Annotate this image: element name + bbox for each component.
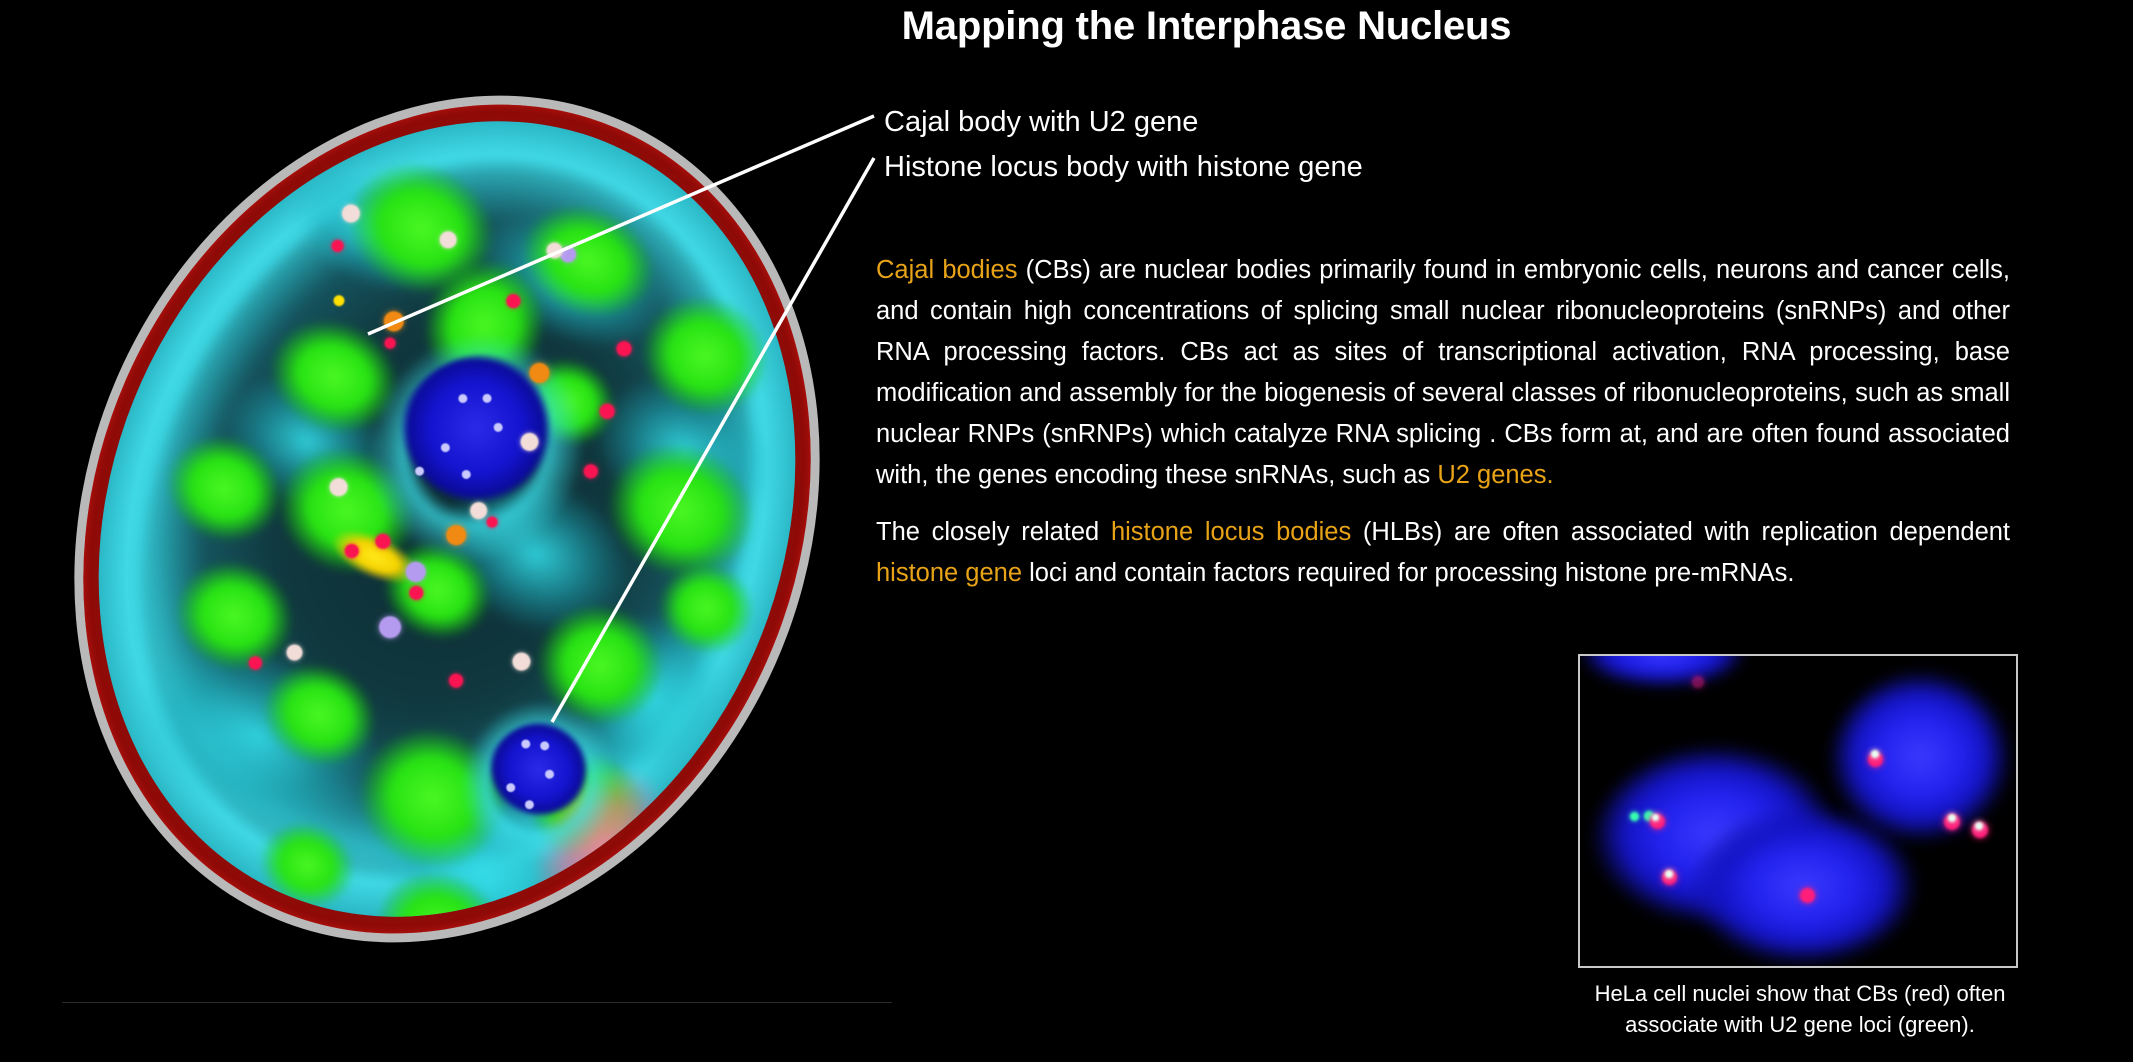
- hela-dot-colocalized: [1948, 814, 1956, 822]
- paragraph-cajal-bodies: Cajal bodies (CBs) are nuclear bodies pr…: [876, 250, 2010, 496]
- accent-cajal-bodies: Cajal bodies: [876, 256, 1018, 284]
- paragraph2-lead: The closely related: [876, 518, 1111, 546]
- paragraph-histone-locus-bodies: The closely related histone locus bodies…: [876, 512, 2010, 594]
- hela-nucleus: [1828, 670, 2016, 876]
- chromatin-territory-group: [149, 9, 919, 1007]
- callout-label-histone-locus-body: Histone locus body with histone gene: [884, 151, 1363, 183]
- callout-label-cajal-body: Cajal body with U2 gene: [884, 106, 1199, 138]
- hela-dot-red: [1800, 888, 1815, 903]
- paragraph2-tail: loci and contain factors required for pr…: [1022, 559, 1795, 587]
- accent-histone-locus-bodies: histone locus bodies: [1110, 518, 1352, 546]
- paragraph2-middle: (HLBs) are often associated with replica…: [1351, 518, 2011, 546]
- page-title: Mapping the Interphase Nucleus: [901, 4, 1512, 48]
- hela-micrograph-inset: [1578, 654, 2018, 968]
- hela-dot-green: [1644, 811, 1654, 821]
- hela-dot-colocalized: [1665, 870, 1673, 878]
- nucleus-illustration: [0, 0, 952, 1062]
- paragraph1-body: (CBs) are nuclear bodies primarily found…: [876, 256, 2010, 489]
- hela-dot-green: [1630, 812, 1639, 821]
- hela-inset-caption: HeLa cell nuclei show that CBs (red) oft…: [1594, 981, 2006, 1037]
- hela-dot-colocalized: [1652, 814, 1659, 821]
- accent-u2-genes: U2 genes.: [1437, 461, 1554, 489]
- hela-dot-red: [1692, 676, 1704, 688]
- hela-dot-colocalized: [1871, 750, 1879, 758]
- hela-nucleus: [1580, 656, 1760, 700]
- description-text: Cajal bodies (CBs) are nuclear bodies pr…: [876, 250, 2010, 594]
- nucleus-contents: [0, 9, 919, 1029]
- hela-dot-colocalized: [1975, 822, 1983, 830]
- accent-histone-gene: histone gene: [876, 559, 1023, 587]
- bottom-divider: [62, 1002, 892, 1003]
